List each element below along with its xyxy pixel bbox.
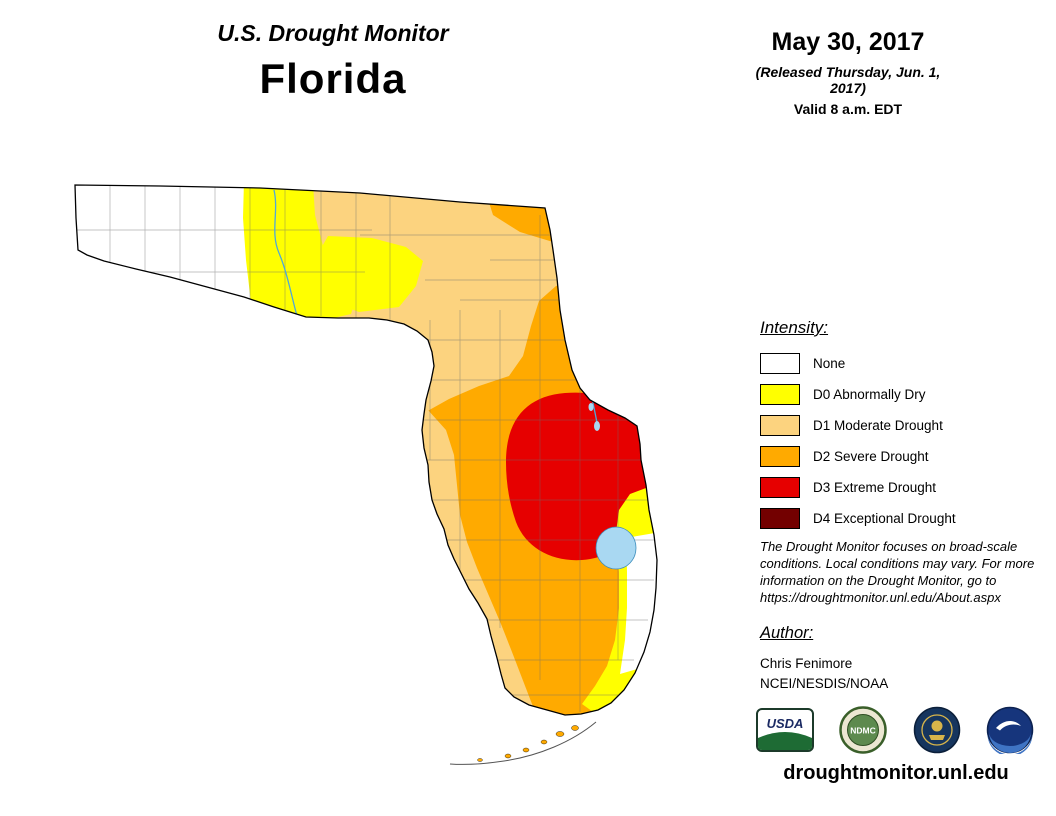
apalachicola-river [273,189,298,317]
swatch-d3 [760,477,800,498]
legend-label-d2: D2 Severe Drought [813,449,929,464]
ndmc-logo-text: NDMC [851,726,877,736]
legend-label-d1: D1 Moderate Drought [813,418,943,433]
legend-item-d0: D0 Abnormally Dry [760,384,1055,405]
disclaimer-text: The Drought Monitor focuses on broad-sca… [760,539,1035,606]
author-block: Author: Chris Fenimore NCEI/NESDIS/NOAA [760,624,888,695]
commerce-seal-logo [913,706,960,754]
legend-label-d3: D3 Extreme Drought [813,480,937,495]
released-date: (Released Thursday, Jun. 1, 2017) [755,64,941,96]
footer-url: droughtmonitor.unl.edu [783,762,1009,784]
legend-label-none: None [813,356,846,371]
county-boundaries [75,186,656,712]
legend-heading: Intensity: [760,318,829,337]
legend-item-none: None [760,353,1055,374]
legend-item-d1: D1 Moderate Drought [760,415,1055,436]
page-title: U.S. Drought Monitor [217,20,449,46]
region-none-panhandle [75,185,253,312]
swatch-d4 [760,508,800,529]
river-lake-small-2 [594,421,600,431]
region-none-southeast [620,530,657,674]
valid-time: Valid 8 a.m. EDT [793,101,903,117]
usda-logo: USDA [756,708,814,752]
agency-logos: USDA NDMC [756,706,1034,754]
map-date: May 30, 2017 [771,28,925,56]
legend-label-d0: D0 Abnormally Dry [813,387,926,402]
swatch-d2 [760,446,800,467]
header-left: U.S. Drought Monitor Florida [133,20,533,103]
lake-okeechobee [595,526,637,570]
legend-item-d3: D3 Extreme Drought [760,477,1055,498]
author-name: Chris Fenimore [760,656,853,671]
header-date-block: May 30, 2017 (Released Thursday, Jun. 1,… [740,28,956,117]
region-d3-extreme [506,392,652,561]
swatch-d1 [760,415,800,436]
river-lake-small [588,403,594,411]
state-outline [74,184,658,716]
florida-keys-islands [477,725,579,762]
region-d0-big-bend [318,236,423,312]
legend-item-d2: D2 Severe Drought [760,446,1055,467]
ndmc-logo: NDMC [839,706,888,754]
author-organization: NCEI/NESDIS/NOAA [760,676,889,692]
florida-keys-chain [449,721,597,765]
intensity-legend: Intensity: None D0 Abnormally Dry D1 Mod… [760,318,1055,539]
author-heading: Author: [760,624,814,642]
legend-item-d4: D4 Exceptional Drought [760,508,1055,529]
florida-map-svg [74,184,658,765]
region-title: Florida [259,55,407,102]
legend-label-d4: D4 Exceptional Drought [813,511,956,526]
swatch-none [760,353,800,374]
usda-logo-text: USDA [767,716,804,731]
swatch-d0 [760,384,800,405]
florida-drought-map [60,160,720,780]
noaa-logo [986,706,1034,754]
